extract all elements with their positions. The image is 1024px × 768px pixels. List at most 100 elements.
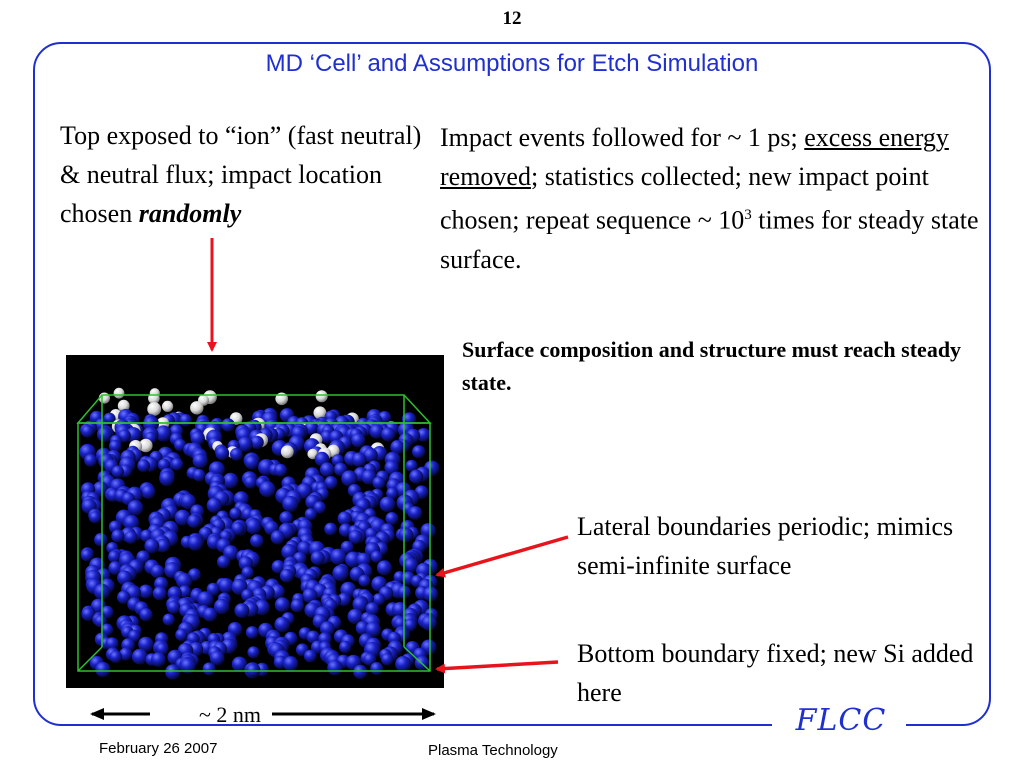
atom — [180, 658, 196, 674]
lateral-boundary-arrow — [435, 535, 569, 578]
footer-title: Plasma Technology — [428, 742, 558, 759]
atom — [113, 387, 125, 399]
cell-box — [76, 394, 432, 672]
atom — [192, 468, 206, 482]
atom — [274, 463, 287, 477]
atom — [356, 552, 371, 567]
atom — [221, 418, 235, 432]
atom — [348, 530, 363, 544]
atom — [270, 530, 285, 545]
atom — [353, 664, 368, 679]
atom — [108, 439, 122, 453]
lateral-boundary-note: Lateral boundaries periodic; mimics semi… — [577, 512, 954, 580]
atom — [180, 493, 196, 510]
atom — [247, 646, 260, 659]
atom — [137, 459, 150, 473]
atom — [229, 507, 242, 520]
atom — [192, 453, 208, 469]
right-text-part1: Impact events followed for ~ 1 ps; — [440, 123, 805, 152]
atom — [245, 518, 262, 535]
atom — [108, 550, 121, 563]
flcc-logo: FLCC — [795, 703, 887, 738]
atom — [141, 484, 156, 499]
atom — [421, 615, 437, 631]
atom — [155, 642, 169, 656]
atom — [89, 511, 102, 524]
atom — [330, 548, 347, 565]
bottom-boundary-note: Bottom boundary fixed; new Si added here — [577, 639, 974, 707]
atom — [231, 521, 245, 536]
frame-gap — [772, 716, 906, 740]
randomly-emphasis: randomly — [138, 199, 242, 228]
bottom-boundary-arrow — [435, 660, 559, 674]
right-text-part3: times for steady state surface. — [440, 205, 979, 274]
atom — [313, 501, 326, 514]
atom — [176, 572, 193, 589]
atom — [347, 608, 363, 625]
atom — [95, 661, 111, 678]
atom — [117, 570, 133, 586]
atom — [202, 662, 216, 676]
atom — [283, 656, 299, 672]
atom — [398, 527, 414, 543]
atom — [155, 425, 172, 442]
atom — [408, 506, 423, 520]
atom — [187, 535, 204, 551]
atom — [187, 514, 201, 528]
atom — [381, 427, 396, 442]
footer-date: February 26 2007 — [99, 740, 218, 757]
atom — [351, 433, 366, 448]
atoms-layer — [79, 387, 440, 680]
atom — [254, 599, 270, 616]
atom — [230, 447, 243, 461]
atom — [403, 557, 419, 573]
atom — [231, 656, 248, 672]
atom — [319, 462, 335, 477]
atom — [119, 647, 133, 661]
atom — [111, 529, 125, 543]
atom — [395, 655, 412, 673]
atom — [170, 458, 184, 471]
atom — [297, 541, 312, 556]
atom — [340, 540, 354, 554]
atom — [167, 600, 181, 614]
atom — [244, 475, 257, 489]
atom — [259, 481, 276, 498]
left-description-text: Top exposed to “ion” (fast neutral) & ne… — [60, 121, 422, 228]
steady-state-note: Surface composition and structure must r… — [462, 337, 962, 395]
atom — [165, 664, 181, 680]
atom — [197, 591, 214, 608]
atom — [365, 602, 379, 616]
atom — [213, 598, 230, 615]
md-cell-image — [66, 355, 444, 688]
atom — [303, 649, 317, 663]
atom — [390, 440, 405, 455]
atom — [190, 431, 205, 446]
atom — [304, 508, 317, 521]
atom — [117, 399, 130, 412]
atom — [139, 438, 153, 453]
atom — [100, 623, 114, 636]
atom — [281, 544, 298, 560]
atom — [310, 550, 325, 566]
atom — [234, 603, 250, 619]
atom — [81, 607, 95, 621]
atom — [138, 636, 154, 652]
atom — [416, 428, 431, 442]
atom — [319, 621, 335, 637]
atom — [385, 512, 399, 525]
atom — [315, 390, 328, 403]
atom — [218, 578, 234, 594]
slide-title: MD ‘Cell’ and Assumptions for Etch Simul… — [265, 50, 759, 77]
atom — [190, 401, 204, 415]
atom — [369, 424, 385, 439]
right-text-part2: ; statistics collected; new impact point… — [440, 162, 929, 235]
atom — [324, 476, 338, 490]
atom — [244, 455, 259, 470]
slide-number: 12 — [502, 8, 522, 29]
atom — [159, 470, 175, 487]
atom — [105, 637, 119, 651]
atom — [245, 626, 259, 639]
power-base: 10 — [718, 205, 745, 235]
atom — [405, 459, 418, 472]
